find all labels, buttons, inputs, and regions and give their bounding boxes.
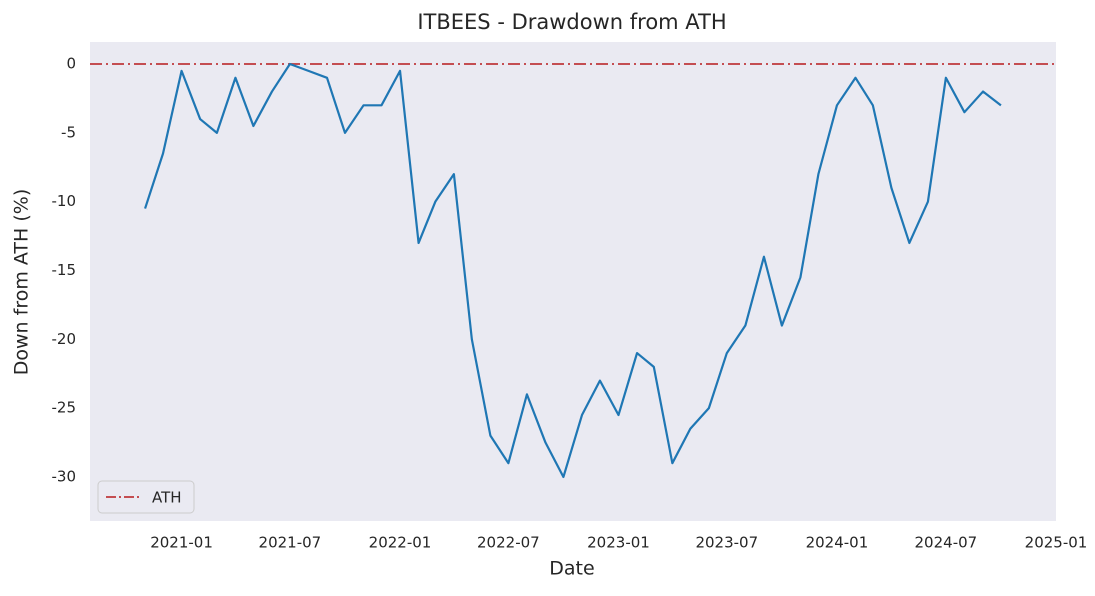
x-tick-label: 2021-07 <box>259 534 322 552</box>
y-tick-label: -20 <box>52 330 77 348</box>
x-tick-label: 2023-01 <box>587 534 650 552</box>
y-tick-label: 0 <box>66 55 76 73</box>
x-tick-label: 2024-07 <box>915 534 978 552</box>
x-tick-label: 2024-01 <box>806 534 869 552</box>
y-tick-label: -25 <box>52 399 77 417</box>
x-axis-label: Date <box>549 558 594 580</box>
x-tick-label: 2022-07 <box>477 534 540 552</box>
x-tick-label: 2021-01 <box>150 534 213 552</box>
legend-label: ATH <box>152 489 182 507</box>
y-tick-label: -10 <box>52 192 77 210</box>
x-tick-label: 2023-07 <box>695 534 758 552</box>
line <box>144 62 1002 479</box>
plot-area <box>90 42 1056 521</box>
y-tick-label: -30 <box>52 467 77 485</box>
x-tick-label: 2025-01 <box>1025 534 1088 552</box>
y-tick-label: -5 <box>61 123 76 141</box>
y-axis-label: Down from ATH (%) <box>11 189 33 375</box>
legend-box <box>97 480 195 514</box>
chart-title: ITBEES - Drawdown from ATH <box>417 10 726 34</box>
x-tick-label: 2022-01 <box>369 534 432 552</box>
y-tick-label: -15 <box>52 261 77 279</box>
